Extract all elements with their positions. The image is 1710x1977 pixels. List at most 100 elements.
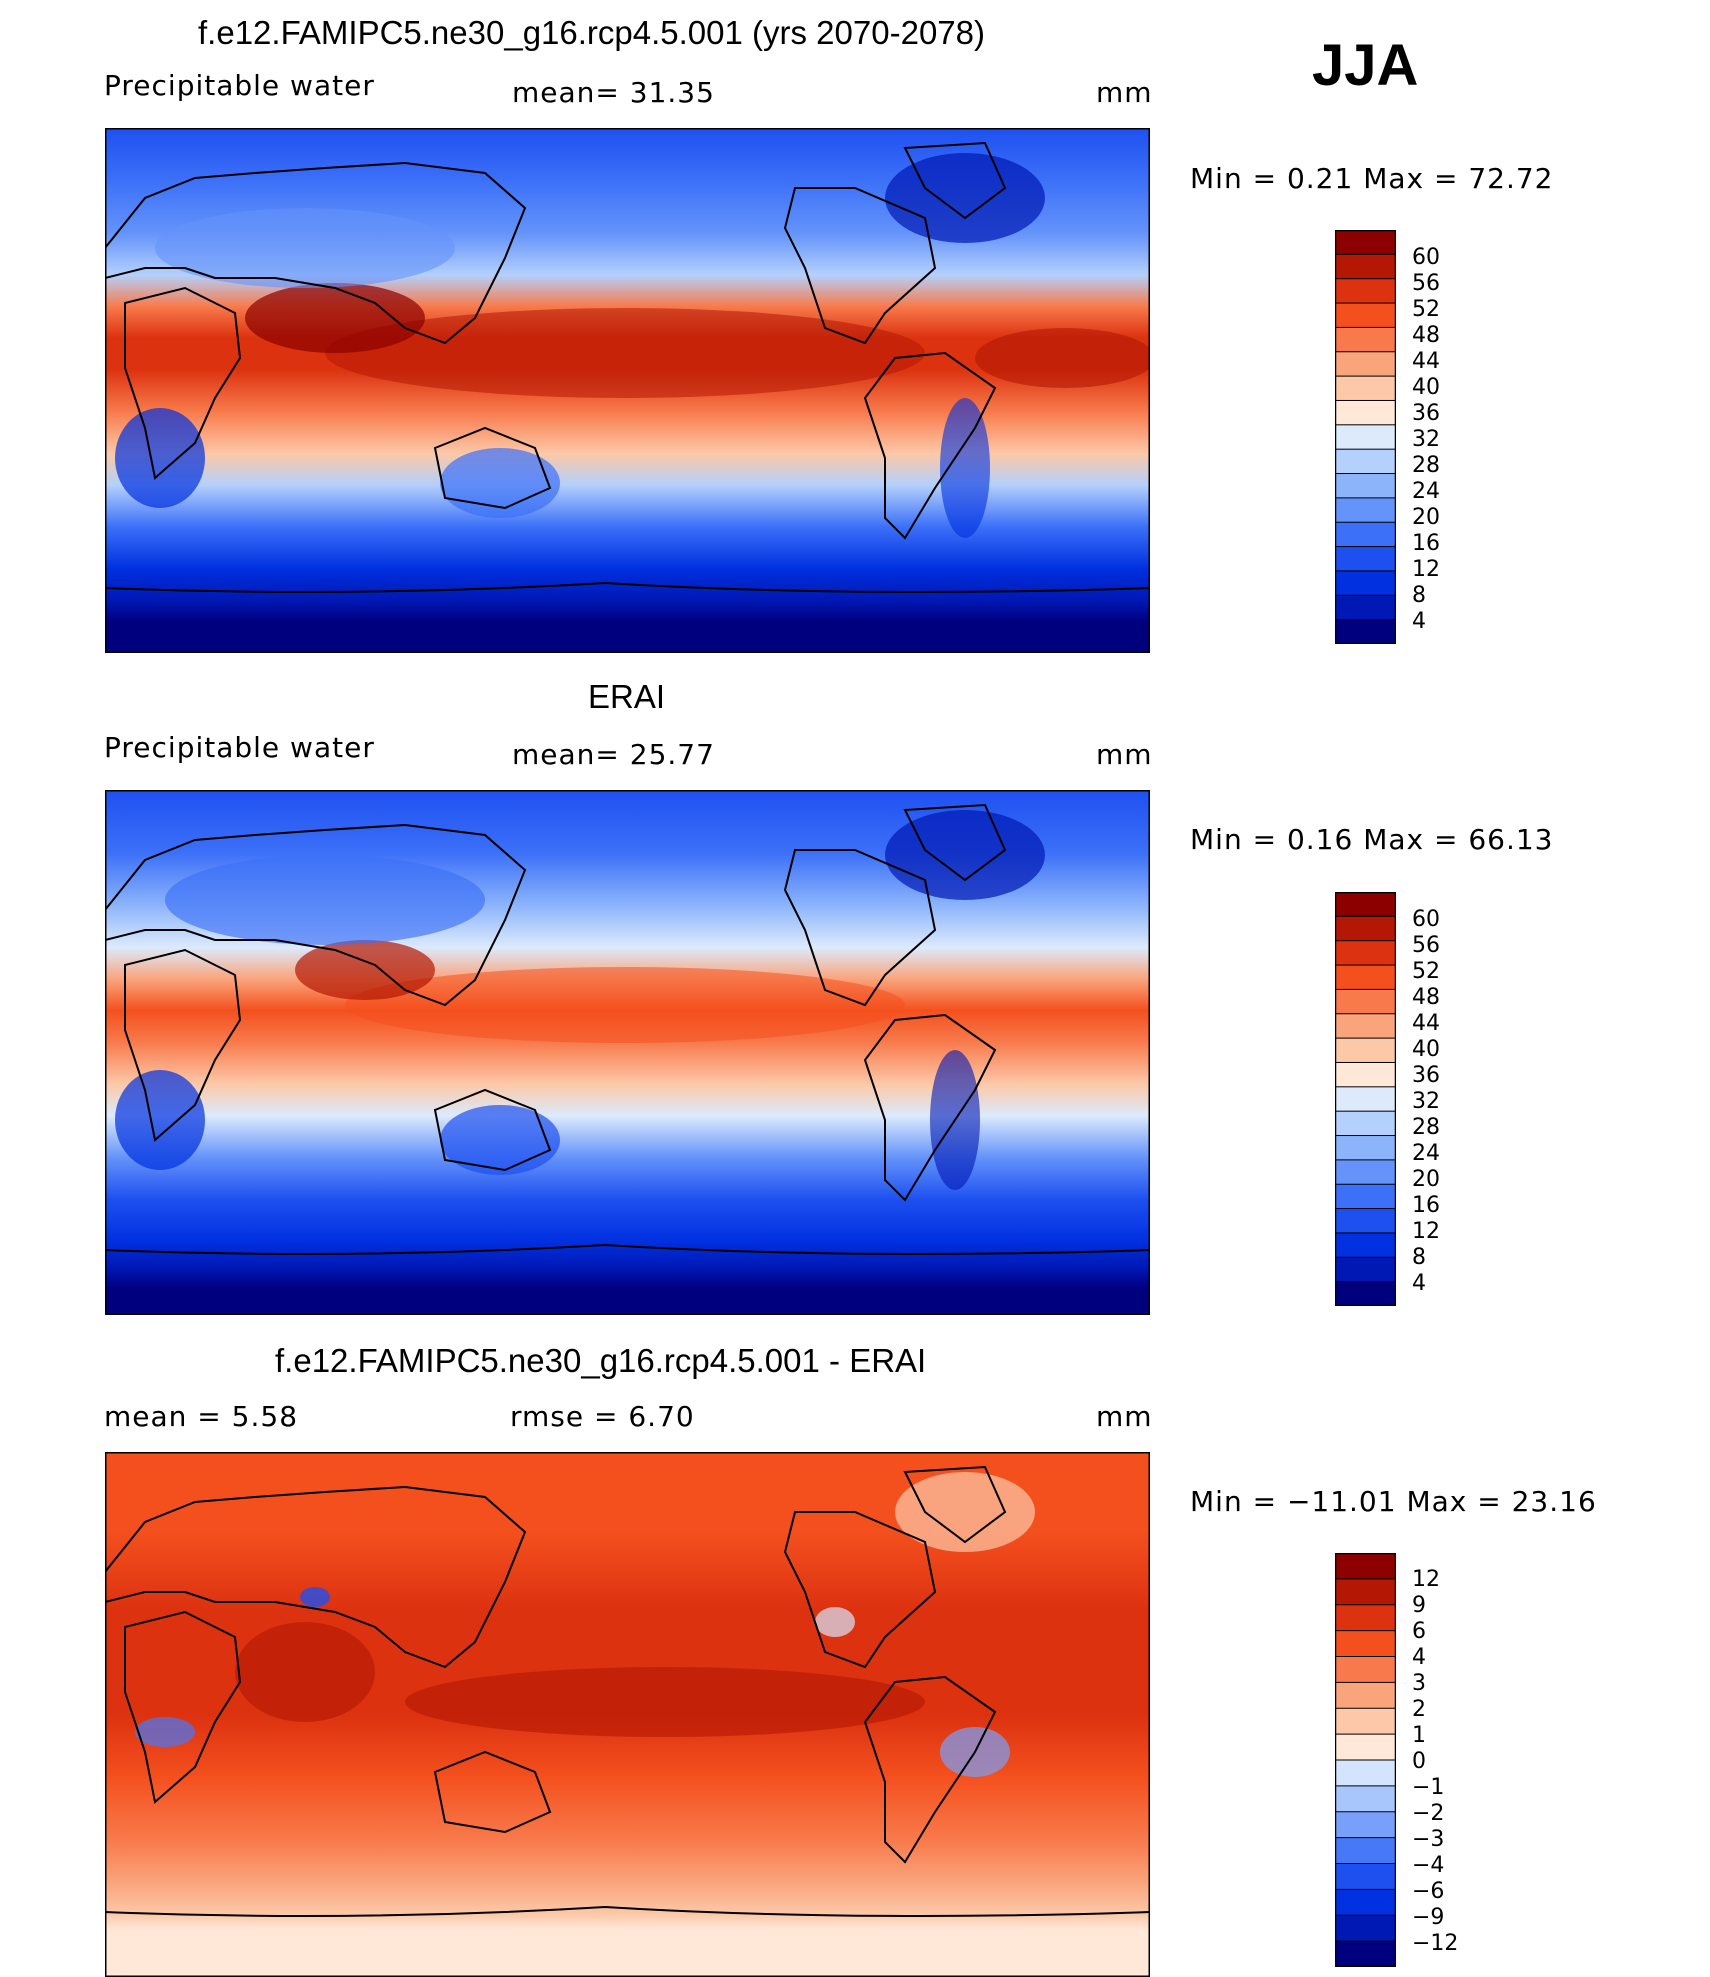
colorbar-swatch	[1335, 988, 1396, 1015]
colorbar-tick: 9	[1412, 1593, 1426, 1618]
colorbar-tick: 4	[1412, 1645, 1426, 1670]
season-label: JJA	[1312, 33, 1419, 98]
colorbar-swatch	[1335, 1914, 1396, 1942]
panel-2-variable-label: Precipitable water	[104, 731, 375, 764]
colorbar-swatch	[1335, 619, 1396, 644]
colorbar-swatch	[1335, 1604, 1396, 1632]
colorbar-tick: 52	[1412, 297, 1440, 322]
panel-1-minmax: Min = 0.21 Max = 72.72	[1190, 162, 1554, 195]
panel-3-colorbar	[1335, 1553, 1396, 1967]
panel-3-rmse-label: rmse = 6.70	[510, 1400, 695, 1433]
panel-1-map-svg	[105, 128, 1150, 653]
colorbar-tick: 12	[1412, 1219, 1440, 1244]
colorbar-tick: 28	[1412, 1115, 1440, 1140]
colorbar-tick: −3	[1412, 1827, 1445, 1852]
colorbar-tick: 8	[1412, 1245, 1426, 1270]
colorbar-tick: 12	[1412, 557, 1440, 582]
colorbar-swatch	[1335, 546, 1396, 572]
colorbar-tick: 60	[1412, 245, 1440, 270]
panel-1-map	[105, 128, 1150, 653]
colorbar-tick: 8	[1412, 583, 1426, 608]
colorbar-tick: 2	[1412, 1697, 1426, 1722]
colorbar-swatch	[1335, 1183, 1396, 1210]
colorbar-swatch	[1335, 892, 1396, 918]
panel-3-unit: mm	[1096, 1400, 1153, 1433]
panel-2-unit: mm	[1096, 738, 1153, 771]
colorbar-swatch	[1335, 497, 1396, 524]
colorbar-swatch	[1335, 1707, 1396, 1735]
colorbar-swatch	[1335, 1733, 1396, 1761]
colorbar-tick: 44	[1412, 349, 1440, 374]
colorbar-swatch	[1335, 1578, 1396, 1606]
colorbar-swatch	[1335, 399, 1396, 426]
colorbar-swatch	[1335, 424, 1396, 450]
colorbar-border	[1335, 892, 1396, 1306]
colorbar-swatch	[1335, 1135, 1396, 1161]
colorbar-border	[1335, 230, 1396, 644]
colorbar-tick: 52	[1412, 959, 1440, 984]
colorbar-swatch	[1335, 473, 1396, 499]
colorbar-tick: 56	[1412, 271, 1440, 296]
colorbar-swatch	[1335, 1837, 1396, 1865]
colorbar-swatch	[1335, 278, 1396, 304]
colorbar-swatch	[1335, 1811, 1396, 1839]
colorbar-tick: 40	[1412, 375, 1440, 400]
colorbar-border	[1335, 1553, 1396, 1967]
panel-1-colorbar-svg	[1335, 230, 1396, 644]
panel-3-mean-label: mean = 5.58	[104, 1400, 299, 1433]
colorbar-tick: 36	[1412, 401, 1440, 426]
colorbar-swatch	[1335, 351, 1396, 377]
colorbar-swatch	[1335, 230, 1396, 256]
panel-1-variable-label: Precipitable water	[104, 69, 375, 102]
colorbar-tick: 56	[1412, 933, 1440, 958]
colorbar-tick: 3	[1412, 1671, 1426, 1696]
colorbar-swatch	[1335, 1086, 1396, 1112]
colorbar-tick: −6	[1412, 1879, 1445, 1904]
colorbar-swatch	[1335, 326, 1396, 353]
colorbar-tick: 40	[1412, 1037, 1440, 1062]
colorbar-tick: 60	[1412, 907, 1440, 932]
colorbar-swatch	[1335, 964, 1396, 991]
colorbar-tick: 28	[1412, 453, 1440, 478]
panel-2-colorbar	[1335, 892, 1396, 1306]
colorbar-swatch	[1335, 521, 1396, 548]
colorbar-swatch	[1335, 1110, 1396, 1137]
colorbar-tick: 16	[1412, 531, 1440, 556]
colorbar-tick: 32	[1412, 427, 1440, 452]
panel-3-map-svg	[105, 1452, 1150, 1977]
colorbar-swatch	[1335, 1159, 1396, 1186]
colorbar-swatch	[1335, 302, 1396, 329]
panel-2-minmax: Min = 0.16 Max = 66.13	[1190, 823, 1554, 856]
colorbar-tick: 4	[1412, 1271, 1426, 1296]
colorbar-tick: 24	[1412, 1141, 1440, 1166]
colorbar-swatch	[1335, 1061, 1396, 1088]
colorbar-tick: 0	[1412, 1749, 1426, 1774]
panel-3-minmax: Min = −11.01 Max = 23.16	[1190, 1485, 1597, 1518]
panel-2-title: ERAI	[588, 678, 666, 715]
colorbar-tick: 20	[1412, 1167, 1440, 1192]
colorbar-swatch	[1335, 1281, 1396, 1306]
colorbar-swatch	[1335, 253, 1396, 280]
colorbar-tick: 32	[1412, 1089, 1440, 1114]
colorbar-swatch	[1335, 1759, 1396, 1787]
panel-3-map	[105, 1452, 1150, 1977]
colorbar-swatch	[1335, 448, 1396, 475]
panel-1-mean-label: mean= 31.35	[512, 76, 715, 109]
colorbar-swatch	[1335, 1630, 1396, 1658]
panel-1-title: f.e12.FAMIPC5.ne30_g16.rcp4.5.001 (yrs 2…	[198, 14, 985, 51]
colorbar-tick: 36	[1412, 1063, 1440, 1088]
colorbar-swatch	[1335, 594, 1396, 621]
colorbar-tick: 4	[1412, 609, 1426, 634]
panel-3-colorbar-svg	[1335, 1553, 1396, 1967]
colorbar-tick: 24	[1412, 479, 1440, 504]
colorbar-swatch	[1335, 1940, 1396, 1967]
colorbar-tick: 48	[1412, 323, 1440, 348]
panel-2-mean-label: mean= 25.77	[512, 738, 715, 771]
colorbar-swatch	[1335, 1037, 1396, 1064]
colorbar-swatch	[1335, 1681, 1396, 1710]
colorbar-swatch	[1335, 1863, 1396, 1891]
colorbar-swatch	[1335, 1553, 1396, 1580]
colorbar-swatch	[1335, 570, 1396, 597]
colorbar-tick: −9	[1412, 1905, 1445, 1930]
colorbar-swatch	[1335, 1232, 1396, 1259]
